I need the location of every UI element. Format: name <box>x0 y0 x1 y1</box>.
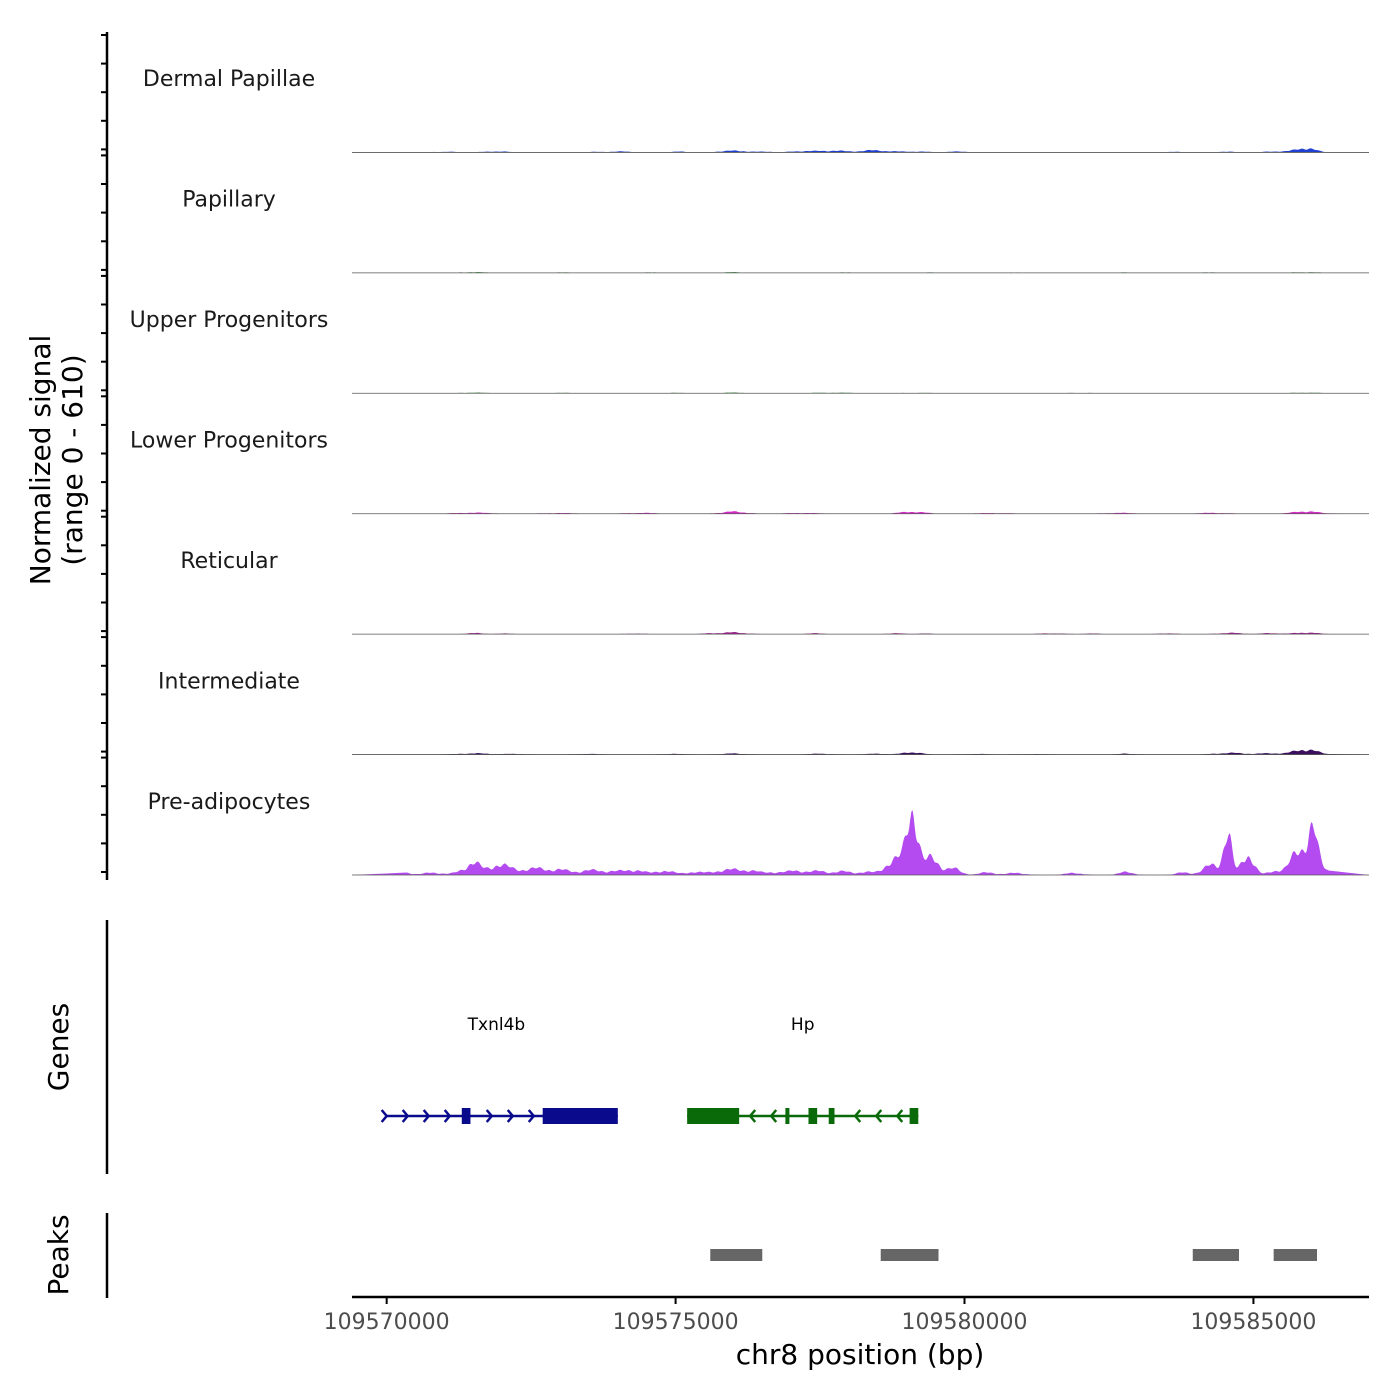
coverage-area <box>352 148 1369 153</box>
gene-model: Txnl4b <box>380 1015 618 1124</box>
peak-region <box>710 1249 763 1261</box>
gene-exon <box>909 1108 919 1124</box>
strand-arrow <box>380 1109 389 1123</box>
coverage-area <box>352 511 1369 514</box>
strand-arrow <box>485 1109 494 1123</box>
gene-label: Hp <box>791 1015 815 1035</box>
gene-exon <box>808 1108 818 1124</box>
gene-exon <box>828 1108 835 1124</box>
x-tick-label: 109575000 <box>613 1310 739 1335</box>
coverage-track: Upper Progenitors <box>130 308 1369 394</box>
strand-arrow <box>401 1109 410 1123</box>
track-label: Dermal Papillae <box>143 67 315 92</box>
strand-arrow <box>874 1109 883 1123</box>
coverage-track: Dermal Papillae <box>143 67 1369 153</box>
x-tick-label: 109585000 <box>1190 1310 1316 1335</box>
gene-exon <box>687 1108 740 1124</box>
strand-arrow <box>422 1109 431 1123</box>
track-label: Lower Progenitors <box>130 428 328 453</box>
coverage-track: Reticular <box>180 549 1369 635</box>
gene-label: Txnl4b <box>467 1015 526 1035</box>
coverage-y-axis-title: Normalized signal <box>24 335 57 586</box>
strand-arrow <box>853 1109 862 1123</box>
gene-exon <box>461 1108 471 1124</box>
strand-arrow <box>748 1109 757 1123</box>
x-axis-ticks: 109570000 109575000 109580000 109585000 <box>324 1297 1316 1335</box>
gene-exon <box>785 1108 790 1124</box>
track-label: Upper Progenitors <box>130 308 329 333</box>
track-label: Papillary <box>182 188 276 213</box>
coverage-track: Lower Progenitors <box>130 428 1369 515</box>
coverage-track: Intermediate <box>158 669 1369 755</box>
gene-exon <box>542 1108 618 1124</box>
peak-region <box>1192 1249 1239 1261</box>
coverage-track: Papillary <box>182 188 1369 274</box>
genes-y-axis-title: Genes <box>42 1003 75 1091</box>
gene-model: Hp <box>687 1015 919 1124</box>
strand-arrow <box>443 1109 452 1123</box>
strand-arrow <box>895 1109 904 1123</box>
coverage-y-axis-subtitle: (range 0 - 610) <box>56 354 89 565</box>
coverage-tracks: Dermal Papillae Papillary Upper Progenitor… <box>130 67 1369 876</box>
peaks-y-axis-title: Peaks <box>42 1214 75 1295</box>
x-axis-title: chr8 position (bp) <box>736 1338 985 1371</box>
x-tick-label: 109580000 <box>902 1310 1028 1335</box>
peak-regions <box>710 1249 1317 1261</box>
strand-arrow <box>769 1109 778 1123</box>
strand-arrow <box>506 1109 515 1123</box>
gene-annotations: Txnl4b Hp <box>380 1015 919 1124</box>
track-label: Intermediate <box>158 669 300 694</box>
coverage-track: Pre-adipocytes <box>148 790 1369 876</box>
track-label: Pre-adipocytes <box>148 790 311 815</box>
peak-region <box>880 1249 939 1261</box>
strand-arrow <box>527 1109 536 1123</box>
coverage-y-axis <box>101 32 109 880</box>
coverage-area <box>352 810 1369 875</box>
coverage-area <box>352 749 1369 755</box>
x-tick-label: 109570000 <box>324 1310 450 1335</box>
track-label: Reticular <box>180 549 278 574</box>
peak-region <box>1273 1249 1317 1261</box>
